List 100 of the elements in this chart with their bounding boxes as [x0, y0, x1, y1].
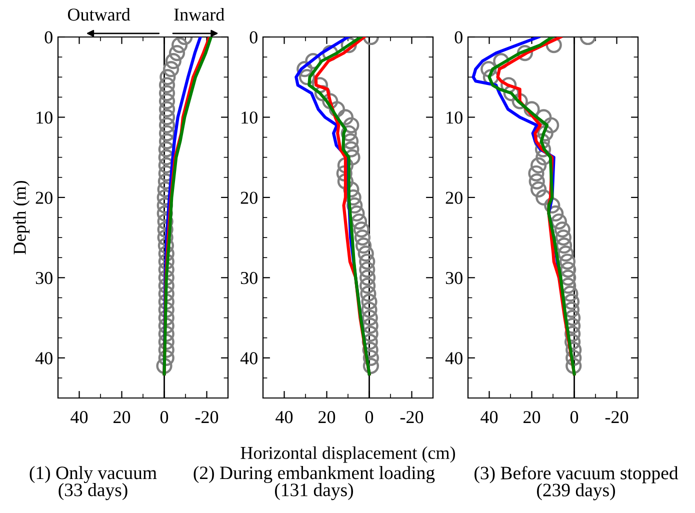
- point: [546, 37, 562, 54]
- point: [355, 238, 372, 254]
- point: [556, 238, 572, 254]
- point: [298, 69, 316, 86]
- y-tick-label: 0: [454, 31, 462, 44]
- point: [554, 221, 570, 238]
- point: [160, 69, 176, 86]
- point: [362, 358, 380, 374]
- point: [362, 350, 380, 366]
- point: [158, 101, 176, 118]
- point: [158, 93, 176, 110]
- point: [512, 93, 528, 110]
- text: Outward: [68, 8, 130, 21]
- point: [158, 125, 176, 142]
- point: [500, 77, 517, 94]
- point: [562, 286, 578, 302]
- point: [158, 278, 174, 294]
- point: [544, 197, 560, 214]
- point: [358, 246, 374, 262]
- point: [362, 334, 378, 350]
- point: [158, 85, 176, 102]
- point: [503, 85, 520, 102]
- x-tick-label: 40: [276, 411, 293, 424]
- point: [359, 278, 376, 294]
- point: [563, 294, 580, 310]
- point: [296, 61, 313, 78]
- x-tick-label: -20: [195, 411, 218, 424]
- y-axis-title: Depth (m): [13, 180, 30, 254]
- point: [493, 53, 510, 70]
- y-tick-label: 30: [240, 272, 258, 284]
- point: [345, 189, 362, 206]
- y-tick-label: 30: [446, 272, 462, 284]
- point: [362, 310, 378, 326]
- x-tick-label: 0: [365, 411, 374, 424]
- y-tick-label: 20: [36, 192, 52, 204]
- y-tick-label: 30: [36, 272, 52, 284]
- point: [158, 262, 174, 278]
- point: [480, 61, 497, 78]
- point: [158, 141, 174, 158]
- point: [537, 125, 554, 142]
- point: [362, 318, 378, 334]
- y-tick-label: 40: [35, 352, 52, 364]
- point: [524, 101, 540, 118]
- point: [158, 254, 174, 270]
- point: [516, 44, 534, 62]
- point: [482, 69, 500, 86]
- point: [359, 254, 376, 270]
- point: [158, 294, 174, 310]
- point: [157, 221, 174, 238]
- point: [566, 358, 582, 374]
- point: [362, 326, 378, 342]
- text: (1) Only vacuum (33 days): [30, 466, 157, 500]
- point: [559, 254, 576, 270]
- point: [536, 149, 552, 166]
- point: [558, 246, 574, 262]
- text: (3) Before vacuum stopped (239 days): [474, 466, 678, 500]
- point: [337, 109, 354, 126]
- point: [168, 44, 186, 62]
- point: [361, 302, 378, 318]
- point: [157, 213, 174, 230]
- point: [162, 61, 180, 78]
- point: [158, 310, 174, 326]
- point: [361, 294, 378, 310]
- point: [555, 230, 572, 246]
- point: [158, 342, 174, 358]
- point: [158, 246, 174, 262]
- x-tick-label: 40: [70, 411, 88, 424]
- text: (2) During embankment loading (131 days): [194, 466, 435, 500]
- y-tick-label: 40: [240, 352, 258, 364]
- point: [528, 165, 544, 182]
- point: [564, 334, 581, 350]
- point: [536, 109, 552, 126]
- point: [158, 318, 174, 334]
- x-tick-label: 0: [570, 411, 578, 424]
- point: [165, 53, 182, 70]
- point: [560, 270, 576, 286]
- point: [359, 262, 376, 278]
- point: [158, 326, 174, 342]
- point: [340, 125, 357, 142]
- point: [354, 230, 371, 246]
- point: [158, 350, 174, 366]
- y-tick-label: 40: [445, 352, 462, 364]
- point: [158, 77, 176, 94]
- point: [158, 302, 174, 318]
- point: [322, 93, 338, 110]
- x-tick-label: 20: [114, 411, 130, 424]
- point: [350, 213, 368, 230]
- point: [360, 286, 376, 302]
- x-tick-label: -20: [605, 411, 628, 424]
- x-tick-label: 40: [480, 411, 498, 424]
- point: [171, 37, 188, 54]
- point: [343, 117, 360, 134]
- x-tick-label: 0: [160, 411, 168, 424]
- point: [156, 358, 172, 374]
- point: [564, 326, 581, 342]
- y-tick-label: 20: [240, 192, 258, 204]
- y-tick-label: 10: [36, 111, 52, 124]
- point: [543, 117, 560, 134]
- point: [566, 350, 582, 366]
- x-tick-label: -20: [400, 411, 424, 424]
